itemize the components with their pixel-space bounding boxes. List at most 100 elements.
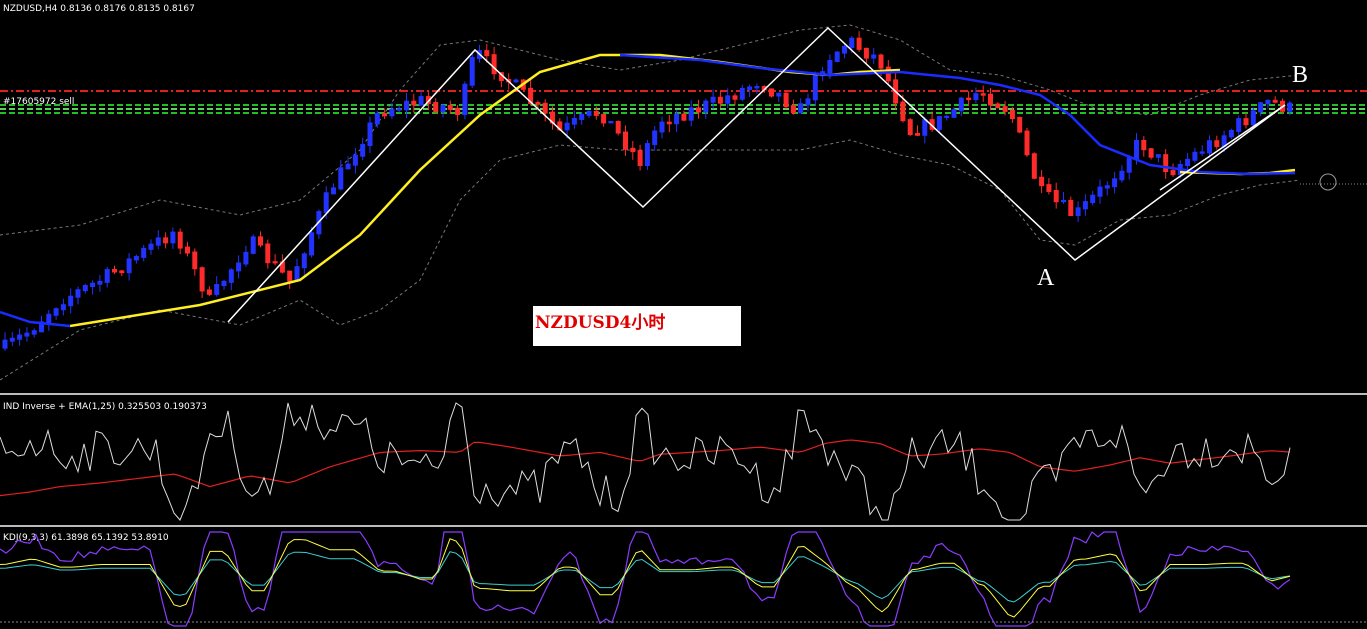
candle-body	[1236, 118, 1242, 132]
candle-body	[82, 285, 88, 292]
candle-body	[119, 270, 125, 274]
candle-body	[542, 102, 548, 114]
candle-body	[214, 284, 220, 295]
candle-body	[243, 251, 249, 265]
candle-body	[323, 192, 329, 214]
indicator-panel	[0, 402, 1291, 521]
candle-body	[331, 187, 336, 195]
candle-body	[849, 37, 855, 48]
indicator-line	[0, 439, 1291, 497]
candle-body	[53, 308, 59, 316]
candle-body	[1265, 99, 1271, 105]
candle-body	[352, 154, 358, 166]
candle-body	[915, 133, 920, 136]
candle-body	[571, 117, 577, 125]
candle-body	[345, 163, 351, 170]
candle-body	[1228, 129, 1234, 138]
candle-body	[112, 269, 117, 273]
candle-body	[951, 109, 957, 118]
candle-body	[1155, 154, 1161, 158]
candle-body	[783, 92, 789, 108]
candle-body	[9, 337, 15, 342]
order-label: #17605972 sell	[3, 97, 74, 107]
candle-body	[834, 51, 840, 62]
candle-body	[1119, 170, 1125, 181]
candle-body	[425, 96, 431, 105]
candle-body	[1002, 106, 1008, 112]
candle-body	[1287, 102, 1293, 112]
candle-body	[936, 115, 942, 130]
candle-body	[1192, 151, 1198, 161]
candle-body	[1250, 110, 1256, 126]
candle-body	[24, 332, 30, 337]
candle-body	[1221, 135, 1227, 147]
candle-body	[141, 247, 147, 258]
candle-body	[1214, 140, 1220, 147]
candle-body	[630, 147, 636, 153]
candle-body	[1163, 154, 1169, 173]
candle-body	[396, 108, 402, 111]
candle-body	[717, 96, 723, 104]
candle-body	[68, 295, 74, 307]
candle-body	[258, 236, 263, 246]
candle-body	[177, 231, 183, 249]
candle-body	[206, 289, 212, 295]
candle-body	[462, 83, 468, 116]
candle-body	[885, 66, 891, 82]
candle-body	[696, 107, 701, 113]
candle-body	[126, 258, 132, 274]
candle-body	[1009, 109, 1015, 120]
candle-body	[827, 59, 833, 74]
candle-body	[907, 119, 913, 136]
candle-body	[185, 246, 190, 254]
candle-body	[769, 88, 774, 97]
candle-body	[418, 96, 424, 106]
candle-body	[593, 110, 599, 116]
candle-body	[1031, 153, 1037, 179]
candle-body	[455, 107, 461, 116]
marker-circle	[1319, 173, 1337, 191]
candle-body	[703, 100, 709, 113]
candle-body	[469, 57, 475, 86]
indicator-line	[0, 402, 1291, 521]
candle-body	[1112, 178, 1118, 188]
candle-body	[1141, 139, 1147, 151]
label-text: NZDUSD4小时	[535, 313, 665, 333]
candle-body	[301, 253, 307, 269]
candle-body	[579, 113, 585, 120]
candle-body	[90, 282, 96, 288]
candle-body	[790, 105, 796, 114]
candle-body	[60, 304, 66, 311]
candle-body	[228, 269, 234, 283]
candle-body	[2, 339, 8, 349]
candle-body	[798, 103, 804, 114]
trend-line	[1159, 104, 1286, 191]
candle-body	[863, 47, 869, 59]
candle-body	[294, 266, 300, 282]
candle-body	[360, 144, 366, 157]
candle-body	[1207, 140, 1212, 154]
point-label: A	[1037, 265, 1055, 291]
candle-body	[39, 321, 44, 333]
candle-body	[1126, 157, 1132, 173]
candle-body	[966, 97, 972, 101]
candle-body	[148, 243, 154, 250]
candle-body	[856, 37, 862, 50]
candle-body	[279, 261, 285, 273]
zigzag	[227, 26, 1286, 323]
candle-body	[958, 97, 964, 112]
candle-body	[1148, 148, 1154, 158]
candle-body	[1017, 117, 1023, 133]
candle-body	[309, 232, 315, 256]
candle-body	[615, 121, 621, 134]
candle-body	[644, 143, 650, 167]
candle-body	[535, 102, 541, 105]
candle-body	[133, 255, 139, 261]
candle-body	[674, 113, 680, 125]
candle-body	[1061, 199, 1066, 203]
candle-body	[46, 313, 52, 324]
candle-body	[652, 130, 658, 146]
candle-body	[608, 121, 614, 124]
candle-body	[338, 167, 344, 190]
candle-body	[433, 102, 439, 113]
